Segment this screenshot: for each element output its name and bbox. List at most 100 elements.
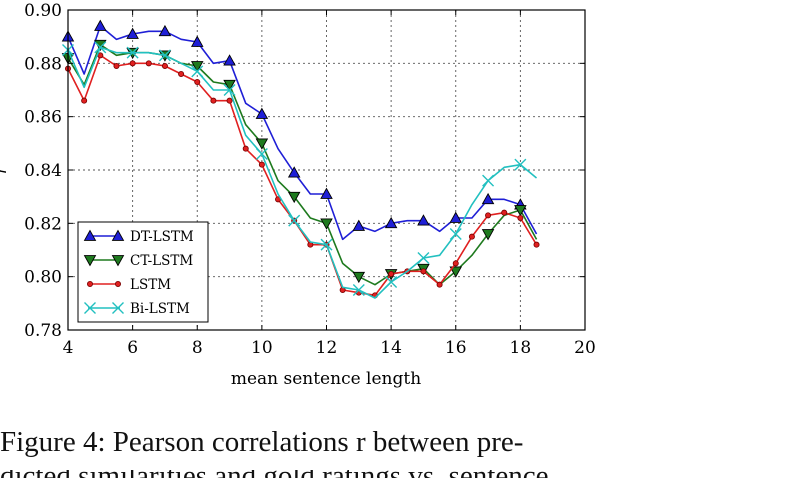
data-point bbox=[449, 266, 463, 278]
axes bbox=[67, 9, 586, 331]
data-point bbox=[223, 84, 236, 96]
legend-entry: DT-LSTM bbox=[83, 229, 194, 245]
data-point bbox=[481, 229, 495, 241]
data-point bbox=[190, 35, 204, 47]
data-point bbox=[87, 280, 94, 287]
x-tick-label: 16 bbox=[445, 338, 467, 358]
data-point bbox=[258, 161, 265, 168]
plot-frame bbox=[67, 9, 586, 331]
legend-label: LSTM bbox=[130, 277, 171, 293]
data-point bbox=[126, 46, 139, 59]
caption-line-1: Figure 4: Pearson correlations r between… bbox=[0, 428, 524, 458]
data-point bbox=[352, 284, 365, 296]
y-tick-label: 0.78 bbox=[24, 321, 62, 341]
data-point bbox=[83, 229, 97, 241]
data-point bbox=[223, 79, 236, 92]
data-point bbox=[320, 218, 333, 230]
x-tick-label: 14 bbox=[380, 338, 402, 358]
data-point bbox=[482, 174, 495, 187]
data-point bbox=[514, 205, 527, 217]
data-point bbox=[514, 158, 527, 171]
data-point bbox=[111, 255, 125, 267]
x-tick-label: 8 bbox=[192, 338, 203, 358]
data-point bbox=[94, 19, 107, 31]
data-point bbox=[320, 238, 333, 251]
data-point bbox=[384, 216, 398, 229]
data-point bbox=[84, 302, 96, 314]
data-point bbox=[158, 49, 171, 62]
data-point bbox=[255, 107, 269, 119]
data-point bbox=[352, 219, 366, 231]
data-point bbox=[226, 97, 233, 104]
data-point bbox=[83, 255, 97, 267]
data-point bbox=[112, 302, 124, 314]
y-tick-label: 0.90 bbox=[24, 1, 62, 21]
data-point bbox=[517, 214, 524, 221]
data-point bbox=[485, 212, 492, 219]
x-tick-label: 12 bbox=[316, 338, 338, 358]
y-tick-label: 0.82 bbox=[24, 214, 62, 234]
legend: DT-LSTM CT-LSTM LSTM Bi-LSTM bbox=[77, 221, 209, 323]
series-bi-lstm bbox=[62, 41, 538, 299]
data-point bbox=[178, 71, 185, 78]
figure-caption-line-2: dicted similarities and gold ratings vs.… bbox=[0, 470, 792, 478]
data-point bbox=[126, 27, 139, 39]
data-point bbox=[436, 281, 443, 288]
data-point bbox=[501, 209, 508, 216]
data-point bbox=[287, 166, 301, 178]
data-point bbox=[255, 148, 268, 160]
data-point bbox=[115, 280, 122, 287]
y-tick-label: 0.80 bbox=[24, 268, 62, 288]
series-dt-lstm bbox=[61, 19, 538, 241]
data-point bbox=[145, 60, 152, 67]
x-tick-label: 18 bbox=[510, 338, 532, 358]
line-chart: 4 6 8 10 12 14 16 18 20 0.78 0.80 0.82 0.84 0.86 0.88 0… bbox=[0, 1, 596, 389]
data-point bbox=[481, 192, 495, 205]
data-point bbox=[320, 187, 333, 199]
data-point bbox=[417, 214, 430, 226]
legend-entry: LSTM bbox=[87, 277, 171, 293]
legend-entry: Bi-LSTM bbox=[84, 301, 190, 317]
data-point bbox=[158, 24, 172, 37]
y-tick-label: 0.88 bbox=[24, 54, 62, 74]
data-point bbox=[385, 276, 398, 288]
y-axis-label: r bbox=[0, 165, 11, 174]
data-point bbox=[468, 233, 475, 240]
data-point bbox=[255, 138, 269, 150]
data-point bbox=[417, 252, 430, 264]
series-group bbox=[61, 19, 540, 299]
data-point bbox=[81, 97, 88, 104]
x-tick-label: 6 bbox=[127, 338, 138, 358]
data-point bbox=[223, 54, 236, 66]
data-point bbox=[288, 214, 301, 227]
data-point bbox=[190, 61, 204, 73]
data-point bbox=[111, 229, 125, 241]
data-point bbox=[449, 211, 463, 223]
data-point bbox=[113, 63, 120, 70]
data-point bbox=[449, 228, 462, 240]
figure-caption: Figure 4: Pearson correlations r between… bbox=[0, 428, 792, 478]
x-tick-label: 10 bbox=[251, 338, 273, 358]
legend-label: CT-LSTM bbox=[130, 253, 193, 269]
data-point bbox=[242, 145, 249, 152]
data-point bbox=[194, 79, 201, 86]
y-tick-label: 0.84 bbox=[24, 161, 62, 181]
series-line bbox=[67, 46, 538, 299]
data-point bbox=[420, 268, 427, 275]
y-tick-label: 0.86 bbox=[24, 108, 62, 128]
data-point bbox=[129, 60, 136, 67]
data-point bbox=[191, 65, 204, 78]
legend-label: Bi-LSTM bbox=[130, 301, 190, 317]
data-point bbox=[287, 191, 301, 204]
data-point bbox=[452, 260, 459, 267]
legend-label: DT-LSTM bbox=[130, 229, 194, 245]
data-point bbox=[388, 270, 395, 277]
tick-labels: 4 6 8 10 12 14 16 18 20 0.78 0.80 0.82 0.84 0.86 0.88 0… bbox=[24, 1, 596, 358]
x-tick-label: 4 bbox=[63, 338, 74, 358]
legend-entry: CT-LSTM bbox=[83, 253, 193, 269]
data-point bbox=[352, 271, 366, 284]
data-point bbox=[94, 41, 107, 54]
caption-line-2: dicted similarities and gold ratings vs.… bbox=[0, 470, 792, 478]
legend-box bbox=[77, 221, 209, 323]
data-point bbox=[533, 241, 540, 248]
